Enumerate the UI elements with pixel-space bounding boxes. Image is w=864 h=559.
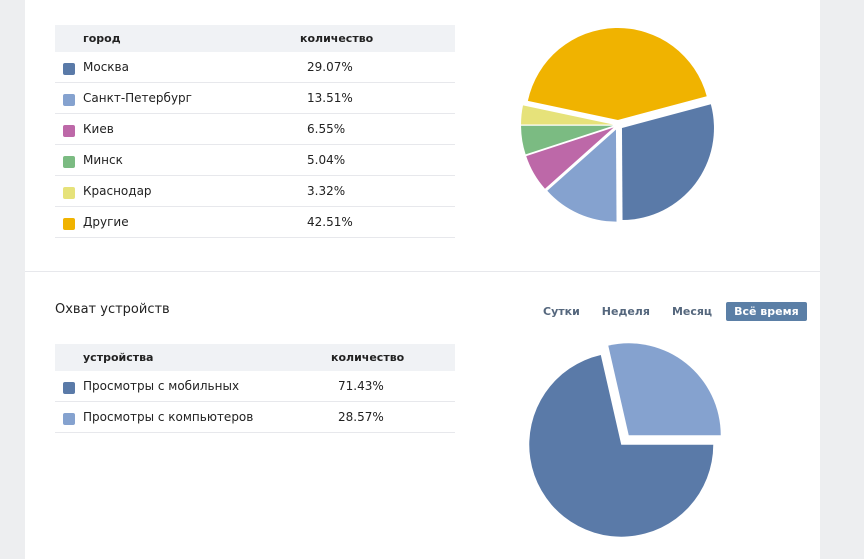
devices-row-value: 28.57% <box>338 410 384 424</box>
cities-row: Санкт-Петербург 13.51% <box>55 83 455 114</box>
cities-row-name: Другие <box>83 215 129 229</box>
cities-color-swatch <box>63 125 75 137</box>
devices-color-swatch <box>63 382 75 394</box>
devices-header-name: устройства <box>83 351 154 364</box>
cities-row-name: Москва <box>83 60 129 74</box>
cities-row-value: 13.51% <box>307 91 353 105</box>
cities-header-value: количество <box>300 32 374 45</box>
tab-all-time[interactable]: Всё время <box>726 302 807 321</box>
devices-row-name: Просмотры с компьютеров <box>83 410 254 424</box>
tab-day[interactable]: Сутки <box>543 305 580 318</box>
cities-color-swatch <box>63 94 75 106</box>
period-tabs: Сутки Неделя Месяц Всё время <box>535 302 813 321</box>
cities-row-value: 6.55% <box>307 122 346 136</box>
cities-row: Краснодар 3.32% <box>55 176 455 207</box>
pie-slice-Краснодар[interactable] <box>521 105 614 125</box>
tab-month[interactable]: Месяц <box>671 305 713 318</box>
cities-row-name: Санкт-Петербург <box>83 91 192 105</box>
devices-row-value: 71.43% <box>338 379 384 393</box>
cities-pie-chart <box>521 28 714 222</box>
cities-row-name: Краснодар <box>83 184 152 198</box>
devices-section-title: Охват устройств <box>55 302 170 317</box>
cities-color-swatch <box>63 218 75 230</box>
pie-slice-Москва[interactable] <box>621 104 714 221</box>
section-divider <box>25 271 820 272</box>
devices-color-swatch <box>63 413 75 425</box>
cities-row: Минск 5.04% <box>55 145 455 176</box>
cities-row-name: Минск <box>83 153 123 167</box>
cities-row-value: 42.51% <box>307 215 353 229</box>
cities-row-value: 29.07% <box>307 60 353 74</box>
cities-row-name: Киев <box>83 122 114 136</box>
devices-row: Просмотры с компьютеров 28.57% <box>55 402 455 433</box>
devices-table: устройства количество Просмотры с мобиль… <box>55 344 455 433</box>
cities-row: Киев 6.55% <box>55 114 455 145</box>
devices-pie-chart <box>529 343 721 537</box>
devices-row-name: Просмотры с мобильных <box>83 379 240 393</box>
pie-slice-Минск[interactable] <box>521 125 614 155</box>
cities-header-name: город <box>83 32 121 45</box>
cities-row: Другие 42.51% <box>55 207 455 238</box>
cities-color-swatch <box>63 156 75 168</box>
cities-table: город количество Москва 29.07% Санкт-Петер… <box>55 25 455 238</box>
tab-week[interactable]: Неделя <box>601 305 650 318</box>
cities-color-swatch <box>63 187 75 199</box>
pie-slice-Киев[interactable] <box>526 127 614 189</box>
pie-slice-Просмотры с мобильных[interactable] <box>529 354 714 537</box>
cities-table-header: город количество <box>55 25 455 52</box>
pie-slice-Санкт-Петербург[interactable] <box>547 129 617 222</box>
cities-row-value: 3.32% <box>307 184 346 198</box>
devices-header-value: количество <box>331 351 405 364</box>
devices-row: Просмотры с мобильных 71.43% <box>55 371 455 402</box>
cities-row: Москва 29.07% <box>55 52 455 83</box>
cities-color-swatch <box>63 63 75 75</box>
pie-slice-Другие[interactable] <box>527 28 707 121</box>
cities-row-value: 5.04% <box>307 153 346 167</box>
pie-slice-Просмотры с компьютеров[interactable] <box>608 343 721 436</box>
devices-table-header: устройства количество <box>55 344 455 371</box>
